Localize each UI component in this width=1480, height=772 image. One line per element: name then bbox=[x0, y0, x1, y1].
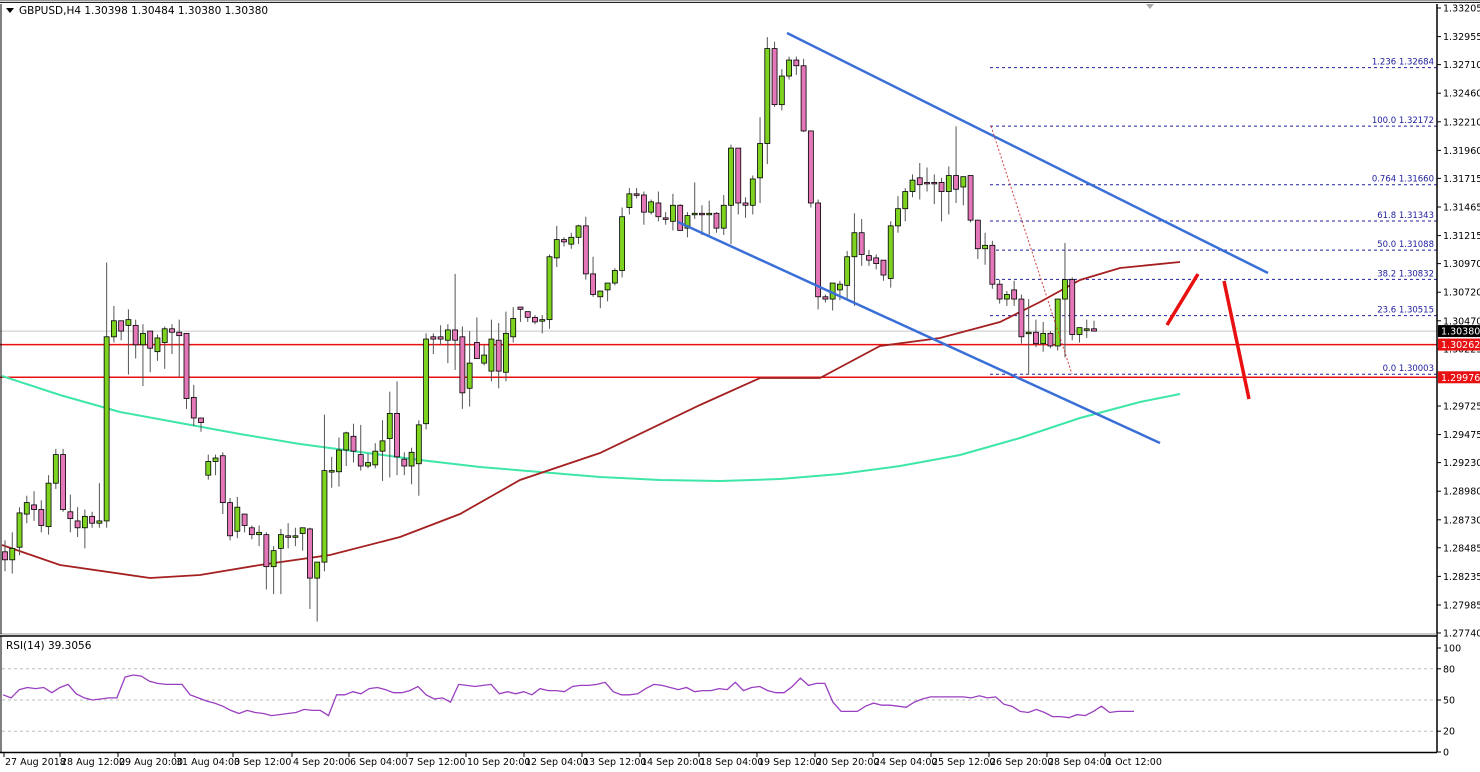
svg-text:1.31215: 1.31215 bbox=[1443, 231, 1480, 242]
svg-text:61.8 1.31343: 61.8 1.31343 bbox=[1377, 211, 1434, 221]
svg-text:100.0 1.32172: 100.0 1.32172 bbox=[1372, 116, 1434, 126]
svg-text:1.29976: 1.29976 bbox=[1441, 373, 1480, 384]
svg-text:26 Sep 20:00: 26 Sep 20:00 bbox=[990, 757, 1053, 768]
rsi-line bbox=[2, 674, 1134, 719]
svg-text:13 Sep 12:00: 13 Sep 12:00 bbox=[583, 757, 646, 768]
svg-text:0: 0 bbox=[1443, 748, 1449, 759]
svg-text:25 Sep 12:00: 25 Sep 12:00 bbox=[932, 757, 995, 768]
svg-text:1.31960: 1.31960 bbox=[1443, 146, 1480, 157]
svg-text:12 Sep 04:00: 12 Sep 04:00 bbox=[525, 757, 588, 768]
svg-text:24 Sep 04:00: 24 Sep 04:00 bbox=[874, 757, 937, 768]
svg-text:1.32210: 1.32210 bbox=[1443, 117, 1480, 128]
svg-text:1.30470: 1.30470 bbox=[1443, 316, 1480, 327]
descending-channel[interactable] bbox=[677, 31, 1269, 445]
svg-text:1.29725: 1.29725 bbox=[1443, 401, 1480, 412]
support-lines[interactable] bbox=[0, 343, 1437, 379]
svg-text:27 Aug 2018: 27 Aug 2018 bbox=[5, 757, 66, 768]
svg-text:80: 80 bbox=[1443, 664, 1455, 675]
svg-text:28 Sep 04:00: 28 Sep 04:00 bbox=[1048, 757, 1111, 768]
candlesticks bbox=[2, 37, 1097, 622]
svg-text:50.0 1.31088: 50.0 1.31088 bbox=[1377, 240, 1434, 250]
projection-arrows bbox=[1165, 273, 1251, 400]
svg-text:23.6 1.30515: 23.6 1.30515 bbox=[1377, 306, 1434, 316]
svg-text:100: 100 bbox=[1443, 644, 1461, 655]
svg-text:1.32460: 1.32460 bbox=[1443, 89, 1480, 100]
svg-text:50: 50 bbox=[1443, 696, 1455, 707]
rsi-level-lines bbox=[2, 668, 1437, 732]
svg-text:1.27985: 1.27985 bbox=[1443, 600, 1480, 611]
fibonacci-diagonal bbox=[990, 125, 1073, 375]
svg-text:1.27740: 1.27740 bbox=[1443, 629, 1480, 640]
svg-text:1.30262: 1.30262 bbox=[1441, 340, 1480, 351]
chart-title: GBPUSD,H4 1.30398 1.30484 1.30380 1.3038… bbox=[6, 5, 268, 17]
symbol-ohlc: GBPUSD,H4 1.30398 1.30484 1.30380 1.3038… bbox=[19, 5, 269, 17]
svg-text:29 Aug 20:00: 29 Aug 20:00 bbox=[119, 757, 183, 768]
svg-text:38.2 1.30832: 38.2 1.30832 bbox=[1377, 269, 1434, 279]
svg-text:1.33205: 1.33205 bbox=[1443, 4, 1480, 15]
window-border bbox=[0, 0, 1480, 4]
svg-text:1.29475: 1.29475 bbox=[1443, 430, 1480, 441]
svg-text:1 Oct 12:00: 1 Oct 12:00 bbox=[1106, 757, 1162, 768]
svg-text:7 Sep 12:00: 7 Sep 12:00 bbox=[408, 757, 465, 768]
svg-text:1.236 1.32684: 1.236 1.32684 bbox=[1372, 58, 1434, 68]
svg-text:0.764 1.31660: 0.764 1.31660 bbox=[1372, 175, 1434, 185]
svg-text:1.30970: 1.30970 bbox=[1443, 259, 1480, 270]
svg-text:1.32955: 1.32955 bbox=[1443, 32, 1480, 43]
svg-text:19 Sep 12:00: 19 Sep 12:00 bbox=[758, 757, 821, 768]
moving-averages bbox=[1, 261, 1181, 579]
svg-text:1.31715: 1.31715 bbox=[1443, 174, 1480, 185]
svg-text:4 Sep 20:00: 4 Sep 20:00 bbox=[293, 757, 350, 768]
svg-text:0.0 1.30003: 0.0 1.30003 bbox=[1383, 364, 1434, 374]
price-axis-labels: 1.33205 1.32955 1.32710 1.32460 1.32210 1.319… bbox=[1437, 4, 1480, 759]
svg-text:1.28485: 1.28485 bbox=[1443, 543, 1480, 554]
chart-shift-marker-icon[interactable] bbox=[1146, 4, 1154, 9]
svg-text:28 Aug 12:00: 28 Aug 12:00 bbox=[61, 757, 125, 768]
svg-text:20 Sep 20:00: 20 Sep 20:00 bbox=[816, 757, 879, 768]
svg-text:1.30380: 1.30380 bbox=[1441, 327, 1480, 338]
svg-text:1.28980: 1.28980 bbox=[1443, 487, 1480, 498]
svg-text:1.31465: 1.31465 bbox=[1443, 202, 1480, 213]
svg-text:14 Sep 20:00: 14 Sep 20:00 bbox=[641, 757, 704, 768]
svg-text:10 Sep 20:00: 10 Sep 20:00 bbox=[467, 757, 530, 768]
collapse-triangle-icon[interactable] bbox=[6, 8, 14, 13]
svg-text:1.32710: 1.32710 bbox=[1443, 60, 1480, 71]
svg-text:31 Aug 04:00: 31 Aug 04:00 bbox=[176, 757, 240, 768]
svg-text:3 Sep 12:00: 3 Sep 12:00 bbox=[234, 757, 291, 768]
svg-text:6 Sep 04:00: 6 Sep 04:00 bbox=[350, 757, 407, 768]
svg-text:20: 20 bbox=[1443, 727, 1455, 738]
svg-text:18 Sep 04:00: 18 Sep 04:00 bbox=[700, 757, 763, 768]
rsi-title: RSI(14) 39.3056 bbox=[6, 640, 92, 652]
svg-text:1.30720: 1.30720 bbox=[1443, 288, 1480, 299]
svg-text:1.29230: 1.29230 bbox=[1443, 458, 1480, 469]
svg-text:1.28235: 1.28235 bbox=[1443, 572, 1480, 583]
axes bbox=[0, 4, 1438, 754]
svg-text:1.28730: 1.28730 bbox=[1443, 515, 1480, 526]
